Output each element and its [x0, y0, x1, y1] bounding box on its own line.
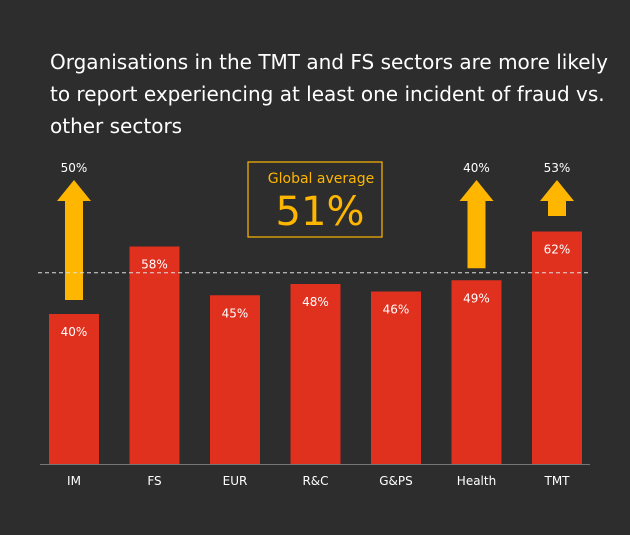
bar-im — [49, 314, 99, 464]
data-label-fs: 58% — [141, 258, 168, 272]
x-tick-label-fs: FS — [147, 474, 161, 488]
data-label-tmt: 62% — [544, 243, 571, 257]
x-tick-label-g-ps: G&PS — [379, 474, 413, 488]
x-tick-label-tmt: TMT — [543, 474, 570, 488]
arrow-up-icon — [459, 180, 494, 269]
bar-tmt — [532, 231, 582, 464]
bar-fs — [129, 246, 180, 464]
x-tick-label-eur: EUR — [223, 474, 248, 488]
arrows-group: 50% 40% 53% — [57, 161, 574, 300]
x-tick-label-im: IM — [67, 474, 81, 488]
arrow-im: 50% — [57, 161, 91, 300]
bar-r-c — [290, 284, 341, 464]
arrow-up-icon — [57, 180, 91, 300]
global-average-value: 51% — [276, 189, 365, 235]
x-axis-labels: IM FS EUR R&C G&PS Health TMT — [67, 474, 570, 488]
global-average-box: Global average 51% — [247, 161, 383, 238]
chart-title: Organisations in the TMT and FS sectors … — [50, 50, 608, 138]
arrow-label-tmt: 53% — [544, 161, 571, 175]
bar-eur — [210, 295, 260, 464]
data-label-eur: 45% — [222, 306, 249, 320]
bars-group: 40% 58% 45% 48% 46% 49% 62% — [49, 231, 582, 464]
data-label-health: 49% — [463, 291, 490, 305]
data-label-r-c: 48% — [302, 295, 329, 309]
arrow-up-icon — [540, 180, 574, 216]
global-average-label: Global average — [268, 171, 374, 187]
bar-health — [451, 280, 502, 464]
data-label-g-ps: 46% — [383, 303, 410, 317]
arrow-label-im: 50% — [61, 161, 88, 175]
arrow-tmt: 53% — [540, 161, 574, 216]
x-tick-label-r-c: R&C — [302, 474, 328, 488]
bar-g-ps — [371, 291, 421, 464]
x-tick-label-health: Health — [457, 474, 496, 488]
data-label-im: 40% — [61, 325, 88, 339]
arrow-label-health: 40% — [463, 161, 490, 175]
arrow-health: 40% — [459, 161, 494, 269]
